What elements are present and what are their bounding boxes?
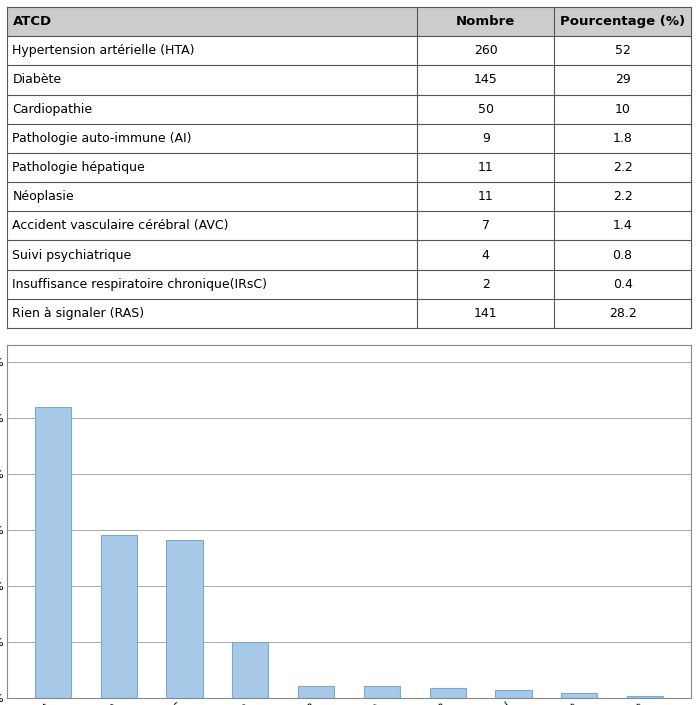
Bar — [561, 694, 597, 698]
Bar — [35, 407, 71, 698]
Bar — [298, 686, 334, 698]
Text: 0.8: 0.8 — [613, 249, 632, 262]
Text: 7: 7 — [482, 219, 490, 233]
Bar — [7, 212, 691, 240]
Text: Pourcentage (%): Pourcentage (%) — [560, 15, 685, 28]
Bar — [496, 690, 531, 698]
Bar — [7, 299, 691, 328]
Text: 11: 11 — [478, 190, 493, 203]
Bar — [627, 696, 663, 698]
Text: 29: 29 — [615, 73, 630, 87]
Bar — [7, 94, 691, 124]
Bar — [7, 153, 691, 182]
Bar — [429, 688, 466, 698]
Bar — [364, 686, 400, 698]
Bar — [7, 36, 691, 66]
Text: 2.2: 2.2 — [613, 190, 632, 203]
Text: 141: 141 — [474, 307, 498, 320]
Text: 4: 4 — [482, 249, 490, 262]
Text: 9: 9 — [482, 132, 490, 145]
Text: Cardiopathie: Cardiopathie — [13, 103, 93, 116]
Text: Rien à signaler (RAS): Rien à signaler (RAS) — [13, 307, 144, 320]
Bar — [7, 7, 691, 36]
Text: 11: 11 — [478, 161, 493, 174]
Text: Accident vasculaire cérébral (AVC): Accident vasculaire cérébral (AVC) — [13, 219, 229, 233]
Text: 2: 2 — [482, 278, 490, 290]
Bar — [167, 540, 202, 698]
Text: Diabète: Diabète — [13, 73, 61, 87]
Bar — [7, 66, 691, 94]
Text: ATCD: ATCD — [13, 15, 52, 28]
Text: Suivi psychiatrique: Suivi psychiatrique — [13, 249, 132, 262]
Text: Pathologie auto-immune (AI): Pathologie auto-immune (AI) — [13, 132, 192, 145]
Text: 10: 10 — [615, 103, 630, 116]
Text: 50: 50 — [478, 103, 493, 116]
Text: Insuffisance respiratoire chronique(IRsC): Insuffisance respiratoire chronique(IRsC… — [13, 278, 267, 290]
Bar — [7, 182, 691, 212]
Text: Néoplasie: Néoplasie — [13, 190, 74, 203]
Bar — [232, 642, 269, 698]
Text: Pathologie hépatique: Pathologie hépatique — [13, 161, 145, 174]
Text: 1.4: 1.4 — [613, 219, 632, 233]
Text: Nombre: Nombre — [456, 15, 515, 28]
Text: 1.8: 1.8 — [613, 132, 632, 145]
Text: 52: 52 — [615, 44, 630, 57]
Text: 145: 145 — [474, 73, 498, 87]
Text: 0.4: 0.4 — [613, 278, 632, 290]
Text: 28.2: 28.2 — [609, 307, 637, 320]
Bar — [7, 270, 691, 299]
Text: 2.2: 2.2 — [613, 161, 632, 174]
Bar — [101, 535, 137, 698]
Text: 260: 260 — [474, 44, 498, 57]
Bar — [7, 124, 691, 153]
Bar — [7, 240, 691, 270]
Text: Hypertension artérielle (HTA): Hypertension artérielle (HTA) — [13, 44, 195, 57]
